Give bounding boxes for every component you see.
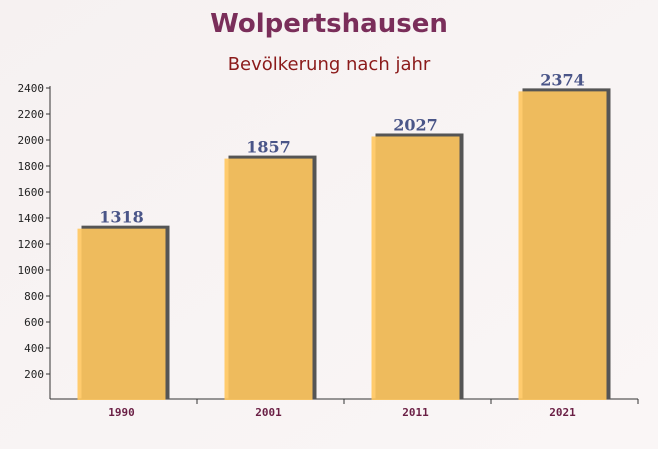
y-tick-label: 1600 — [18, 186, 45, 199]
y-tick-label: 800 — [24, 290, 44, 303]
value-label: 2374 — [540, 70, 585, 89]
bar — [77, 228, 166, 400]
chart-subtitle: Bevölkerung nach jahr — [228, 54, 431, 75]
value-label: 1318 — [99, 208, 144, 227]
chart-title: Wolpertshausen — [210, 9, 448, 39]
x-tick-label: 2021 — [549, 406, 576, 419]
y-tick-label: 1000 — [18, 264, 45, 277]
bar — [371, 136, 460, 401]
y-tick-label: 1400 — [18, 212, 45, 225]
bar — [518, 91, 607, 400]
y-tick-label: 400 — [24, 342, 44, 355]
value-label: 2027 — [393, 115, 438, 134]
x-tick-label: 2011 — [402, 406, 429, 419]
x-tick-label: 2001 — [255, 406, 282, 419]
y-tick-label: 2200 — [18, 108, 45, 121]
y-tick-label: 2400 — [18, 82, 45, 95]
y-tick-label: 2000 — [18, 134, 45, 147]
bar — [224, 158, 313, 400]
y-tick-label: 200 — [24, 368, 44, 381]
value-label: 1857 — [246, 138, 291, 157]
x-tick-label: 1990 — [108, 406, 135, 419]
y-tick-label: 1200 — [18, 238, 45, 251]
y-tick-label: 600 — [24, 316, 44, 329]
y-tick-label: 1800 — [18, 160, 45, 173]
